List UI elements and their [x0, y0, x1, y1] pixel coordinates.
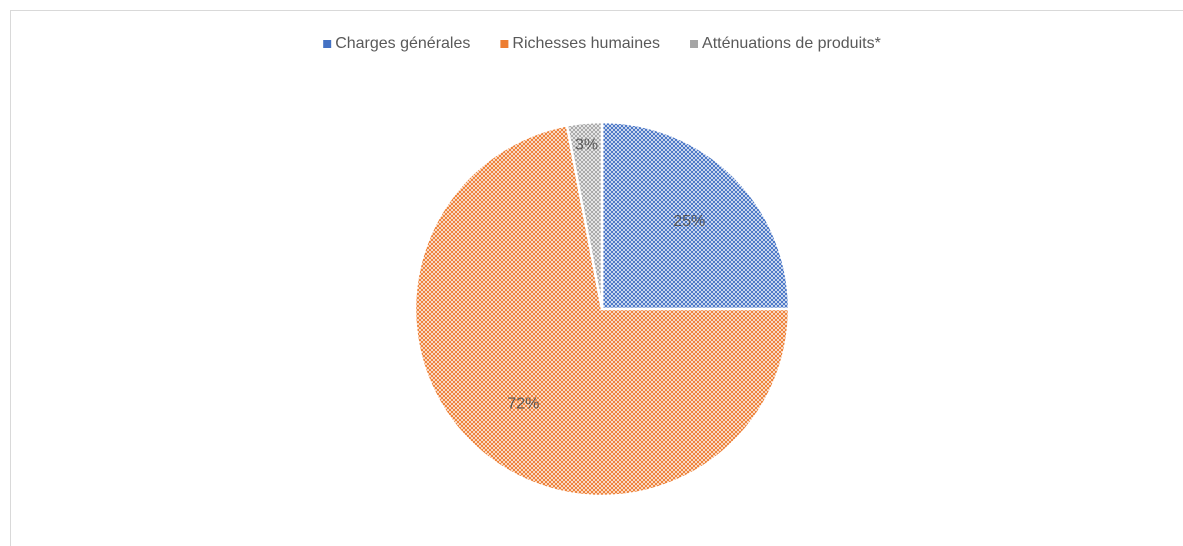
- data-label: 3%: [575, 136, 598, 153]
- data-label: 25%: [673, 213, 705, 230]
- legend-label: Charges générales: [335, 35, 470, 52]
- legend-swatch: [323, 40, 332, 48]
- data-label: 72%: [507, 395, 539, 412]
- pie-slice: [413, 123, 791, 498]
- legend-label: Atténuations de produits*: [702, 35, 881, 52]
- pie-slice: [565, 120, 604, 310]
- pie-slice: [600, 120, 791, 311]
- legend-swatch: [500, 40, 509, 48]
- legend-label: Richesses humaines: [512, 35, 660, 52]
- legend-swatch: [690, 40, 699, 48]
